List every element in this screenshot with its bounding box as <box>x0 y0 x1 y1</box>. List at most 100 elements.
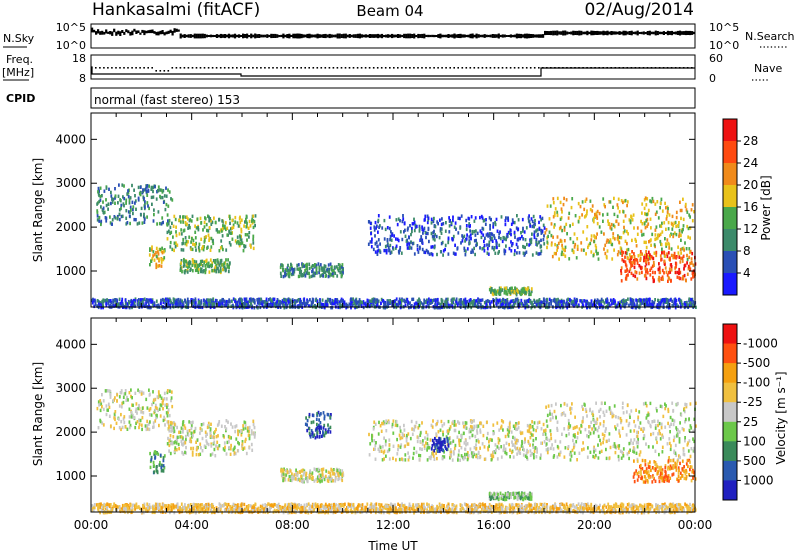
echo-cell <box>125 198 128 202</box>
echo-cell <box>592 254 595 258</box>
echo-cell <box>231 237 234 241</box>
echo-cell <box>522 251 525 255</box>
echo-cell <box>656 200 659 204</box>
echo-cell <box>137 185 140 190</box>
echo-cell <box>203 444 206 448</box>
echo-cell <box>179 435 182 439</box>
echo-cell <box>573 232 576 236</box>
echo-cell <box>518 303 521 308</box>
echo-cell <box>686 257 689 262</box>
echo-cell <box>333 299 335 303</box>
nave-sample <box>461 67 464 69</box>
echo-cell <box>552 215 555 219</box>
echo-cell <box>109 299 112 303</box>
echo-cell <box>122 202 125 206</box>
echo-cell <box>121 303 124 307</box>
noise-sample <box>147 30 150 34</box>
echo-cell <box>321 267 323 271</box>
echo-cell <box>426 301 429 305</box>
echo-cell <box>540 231 543 235</box>
nave-sample <box>203 67 206 69</box>
noise-sample <box>282 33 285 39</box>
echo-cell <box>184 450 186 455</box>
echo-cell <box>113 398 115 402</box>
nave-sample <box>606 67 608 69</box>
echo-cell <box>395 297 398 301</box>
echo-cell <box>661 298 664 302</box>
noise-sample <box>380 33 384 39</box>
echo-cell <box>261 303 264 307</box>
echo-cell <box>367 301 369 305</box>
echo-cell <box>190 247 193 251</box>
echo-cell <box>303 297 306 301</box>
echo-cell <box>433 298 435 302</box>
echo-cell <box>613 196 615 201</box>
echo-cell <box>423 250 426 254</box>
echo-cell <box>550 241 553 245</box>
noise-sample <box>640 31 643 35</box>
echo-cell <box>652 260 655 265</box>
echo-cell <box>167 427 170 431</box>
echo-cell <box>187 240 189 244</box>
echo-cell <box>269 298 272 302</box>
echo-cell <box>531 224 534 229</box>
echo-cell <box>353 300 355 304</box>
echo-cell <box>121 301 124 306</box>
echo-cell <box>115 421 118 425</box>
noise-sample <box>596 30 599 35</box>
echo-cell <box>407 226 409 230</box>
echo-cell <box>312 475 314 480</box>
echo-cell <box>647 298 650 302</box>
noise-sample <box>306 33 309 39</box>
noise-sample <box>177 29 180 32</box>
echo-cell <box>132 304 135 308</box>
echo-cell <box>130 388 132 392</box>
echo-cell <box>572 300 574 304</box>
echo-cell <box>439 227 442 231</box>
echo-cell <box>625 251 628 256</box>
echo-cell <box>200 301 203 305</box>
echo-cell <box>188 235 191 239</box>
echo-cell <box>226 262 229 267</box>
echo-cell <box>692 304 694 308</box>
echo-cell <box>276 298 279 302</box>
echo-cell <box>653 251 656 255</box>
echo-cell <box>191 269 194 273</box>
echo-cell <box>535 251 538 255</box>
echo-cell <box>677 304 680 308</box>
noise-sample <box>103 31 106 35</box>
echo-cell <box>594 212 596 217</box>
echo-cell <box>200 428 203 433</box>
echo-cell <box>604 243 607 247</box>
noise-sample <box>163 32 166 36</box>
echo-cell <box>648 240 650 244</box>
echo-cell <box>146 406 149 410</box>
nave-sample <box>590 67 592 69</box>
noise-sample <box>674 31 678 35</box>
echo-cell <box>482 219 485 223</box>
echo-cell <box>617 206 619 210</box>
echo-cell <box>666 210 669 214</box>
echo-cell <box>319 480 322 484</box>
echo-cell <box>184 269 187 273</box>
freq-tick-bottom: 8 <box>79 72 86 85</box>
echo-cell <box>166 213 169 217</box>
noise-sample <box>550 30 553 36</box>
echo-cell <box>553 251 556 256</box>
echo-cell <box>690 298 693 302</box>
noise-sample <box>242 33 245 39</box>
echo-cell <box>240 297 243 301</box>
echo-cell <box>189 421 192 425</box>
echo-cell <box>281 263 284 268</box>
echo-cell <box>654 298 656 302</box>
noise-sample <box>143 30 146 36</box>
echo-cell <box>209 453 212 457</box>
echo-cell <box>672 302 675 307</box>
echo-cell <box>339 266 342 270</box>
echo-cell <box>422 305 425 310</box>
echo-cell <box>520 292 522 297</box>
echo-cell <box>497 251 500 255</box>
echo-cell <box>316 467 318 472</box>
noise-sample <box>558 31 561 35</box>
